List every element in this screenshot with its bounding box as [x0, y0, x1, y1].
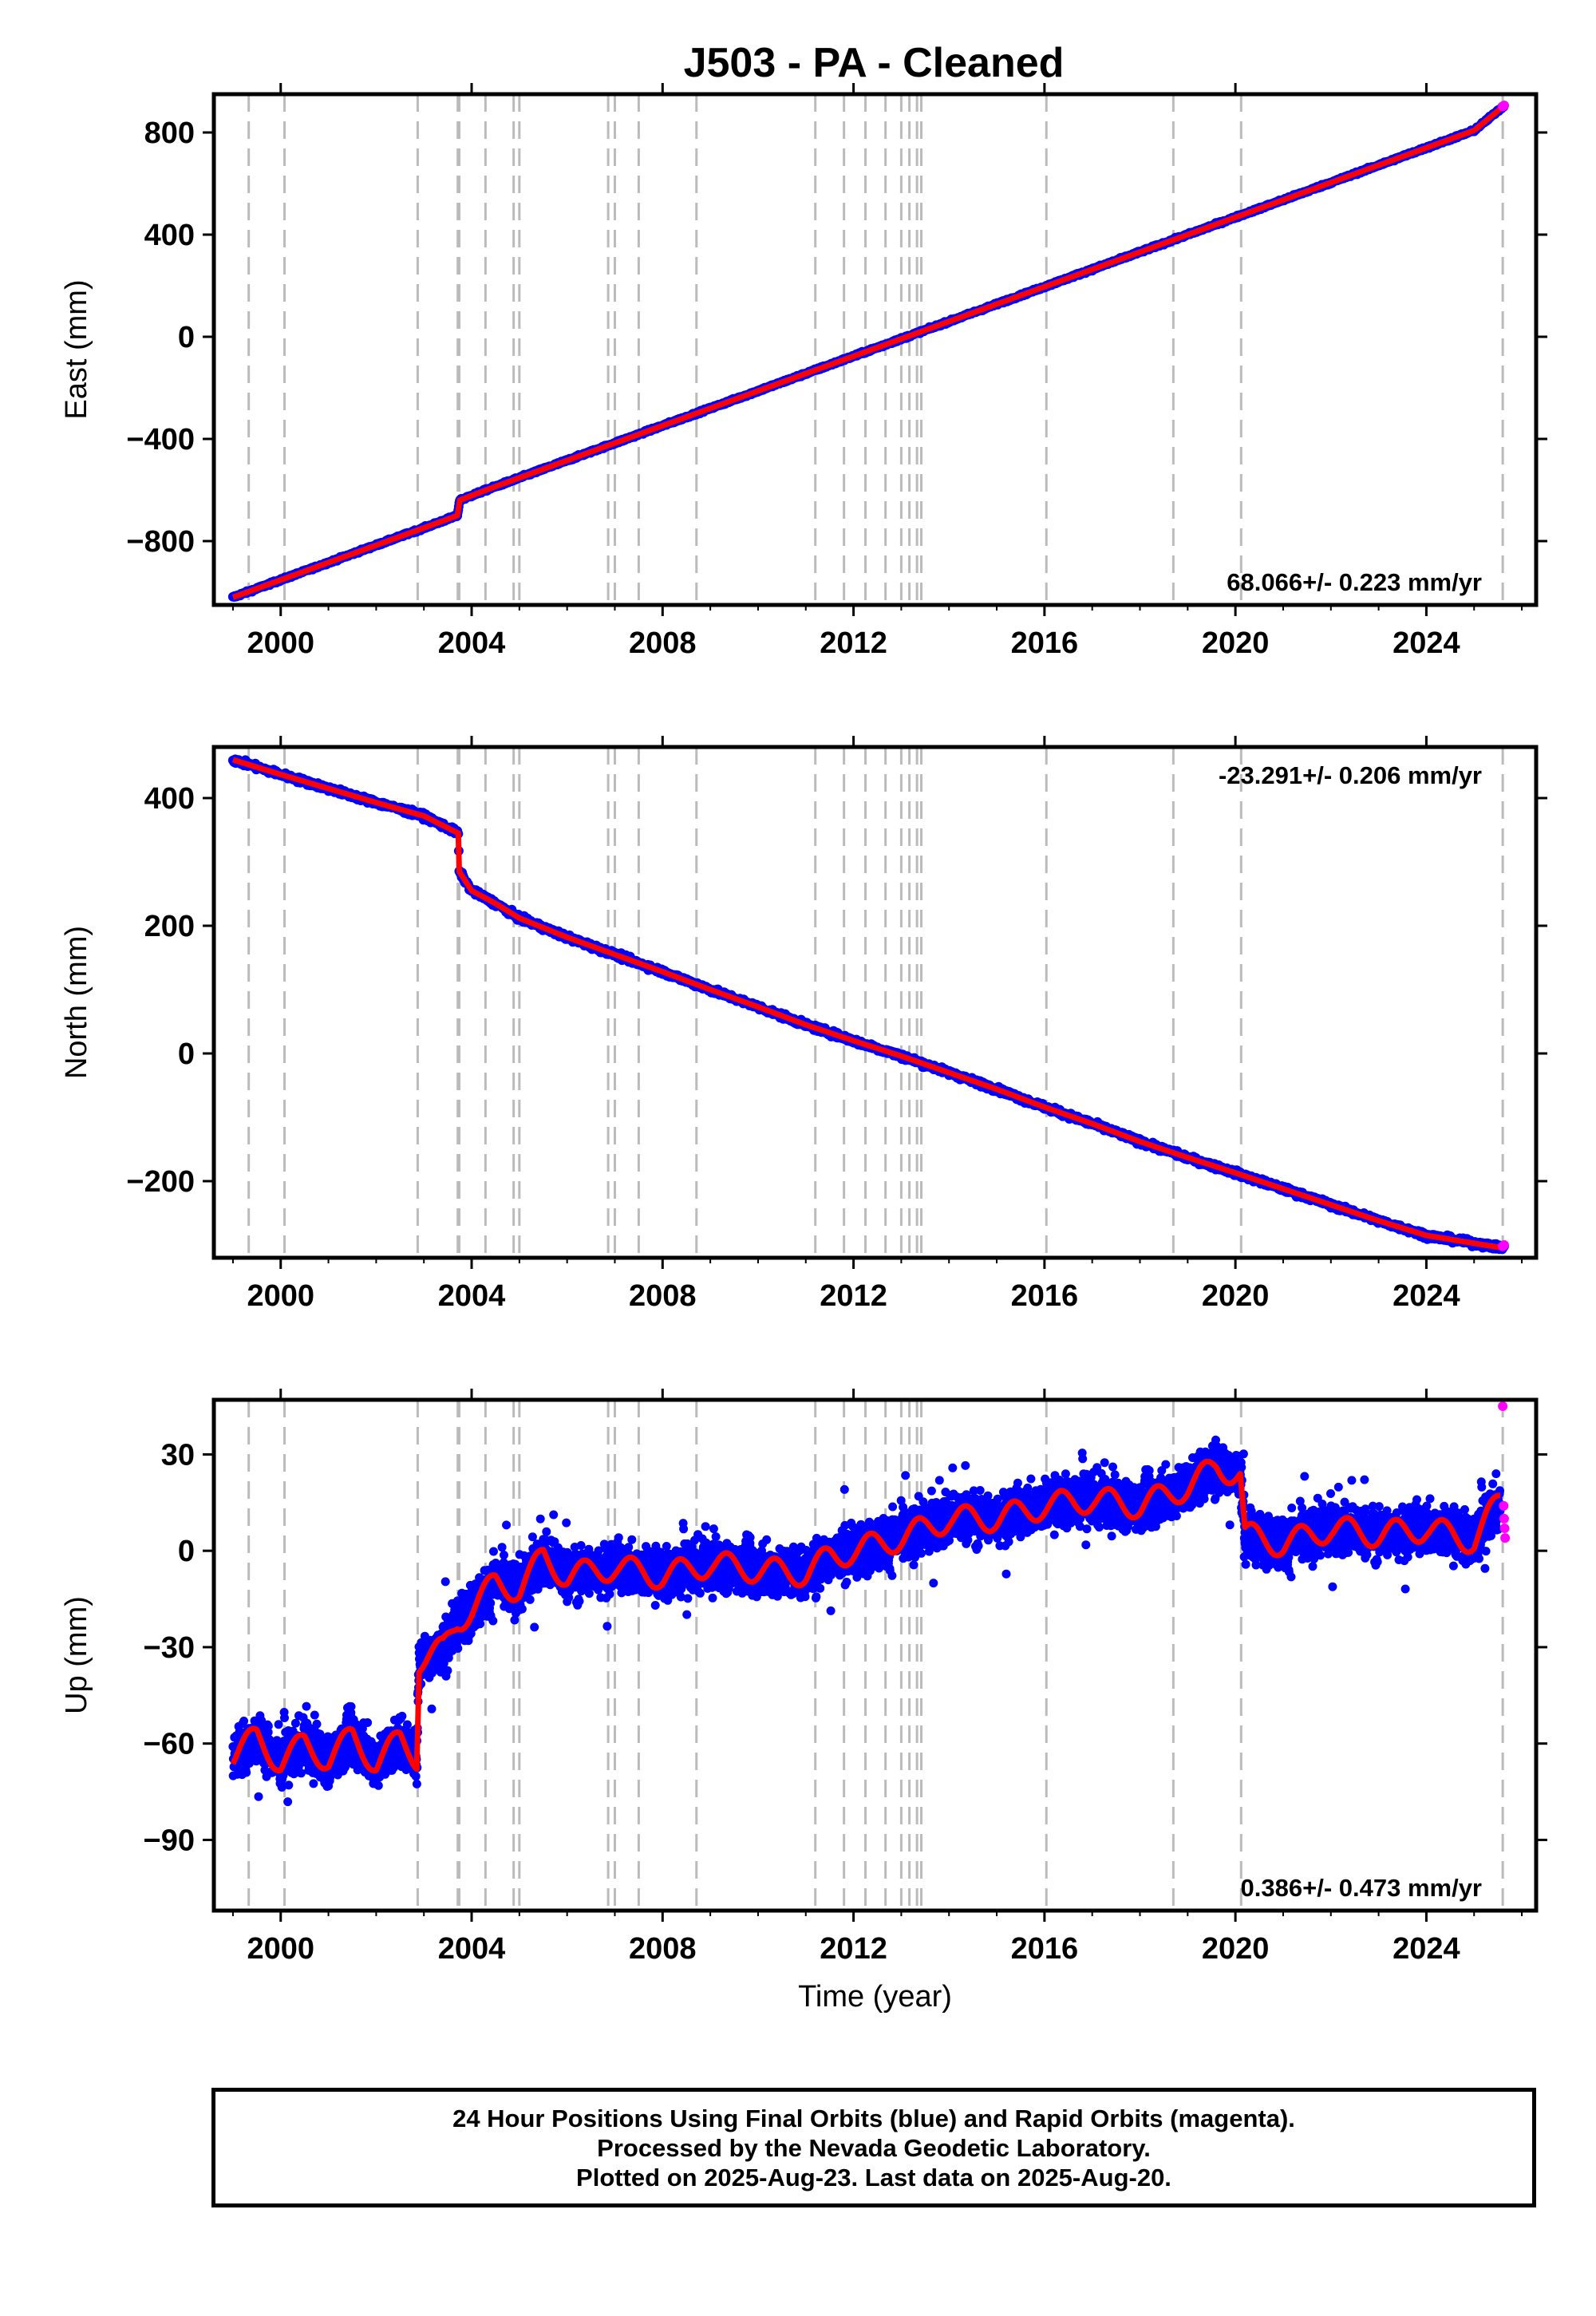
- x-axis-label: Time (year): [798, 1980, 952, 2014]
- x-tick-label: 2016: [1011, 1932, 1079, 1966]
- panel-east: 2000 2004 2008 2012 2016 2020 2024 800 400 0 −400 −…: [60, 83, 1547, 660]
- plot-area: [228, 1400, 1511, 1911]
- x-tick-label: 2024: [1393, 1932, 1460, 1966]
- y-tick-label: −800: [126, 525, 195, 559]
- x-tick-label: 2008: [629, 1932, 697, 1966]
- figure-title: J503 - PA - Cleaned: [684, 40, 1065, 86]
- x-tick-label: 2024: [1393, 1279, 1460, 1313]
- rapid-orbit-point: [1499, 1513, 1509, 1524]
- panel-frame: [211, 1397, 1539, 1913]
- y-axis-label: North (mm): [60, 926, 93, 1079]
- y-tick-label: −30: [144, 1631, 195, 1665]
- rapid-orbit-point: [1500, 1533, 1511, 1543]
- x-tick-label: 2000: [247, 1279, 314, 1313]
- y-tick-label: −200: [126, 1165, 195, 1199]
- x-tick-label: 2016: [1011, 1279, 1079, 1313]
- footer-legend-box: 24 Hour Positions Using Final Orbits (bl…: [211, 2088, 1536, 2207]
- rate-label: 0.386+/- 0.473 mm/yr: [1241, 1874, 1482, 1902]
- rapid-orbit-point: [1498, 1401, 1508, 1412]
- y-axis-label: East (mm): [60, 279, 93, 419]
- panel-north: 2000 2004 2008 2012 2016 2020 20244002000−200N…: [60, 736, 1547, 1313]
- x-tick-label: 2016: [1011, 626, 1079, 660]
- model-line: [231, 103, 1507, 600]
- rate-label: -23.291+/- 0.206 mm/yr: [1219, 761, 1482, 789]
- x-tick-label: 2020: [1202, 1932, 1270, 1966]
- y-tick-label: −60: [144, 1728, 195, 1761]
- x-tick-label: 2004: [438, 1932, 506, 1966]
- final-orbit-points: [228, 1435, 1505, 1807]
- panel-frame: [211, 745, 1539, 1260]
- x-tick-label: 2008: [629, 626, 697, 660]
- final-orbit-points: [227, 754, 1509, 1255]
- x-tick-label: 2020: [1202, 1279, 1270, 1313]
- panels-group: 2000 2004 2008 2012 2016 2020 20248004000−400−…: [60, 83, 1547, 2014]
- final-orbit-point-cloud: [227, 754, 1509, 1255]
- y-tick-label: 400: [144, 782, 195, 816]
- y-tick-label: 400: [144, 219, 195, 252]
- x-tick-label: 2000: [247, 626, 314, 660]
- rapid-orbit-point: [1499, 1500, 1509, 1511]
- rapid-orbit-point: [1499, 1240, 1509, 1250]
- plot-area: [227, 747, 1509, 1258]
- y-tick-label: 0: [178, 321, 195, 354]
- y-tick-label: 30: [161, 1438, 195, 1472]
- x-tick-label: 2008: [629, 1279, 697, 1313]
- x-tick-label: 2012: [820, 1932, 887, 1966]
- footer-line-2: Processed by the Nevada Geodetic Laborat…: [597, 2133, 1151, 2162]
- y-tick-label: −90: [144, 1824, 195, 1857]
- rapid-orbit-point: [1499, 101, 1509, 111]
- footer-line-3: Plotted on 2025-Aug-23. Last data on 202…: [576, 2163, 1171, 2192]
- y-axis-label: Up (mm): [60, 1596, 93, 1714]
- model-line: [231, 757, 1507, 1251]
- final-orbit-point-cloud: [228, 1435, 1505, 1807]
- y-tick-label: −400: [126, 423, 195, 456]
- y-tick-label: 0: [178, 1535, 195, 1568]
- rapid-orbit-point: [1499, 1524, 1510, 1534]
- y-tick-label: 200: [144, 910, 195, 943]
- y-tick-label: 800: [144, 117, 195, 150]
- x-tick-label: 2000: [247, 1932, 314, 1966]
- x-tick-label: 2004: [438, 1279, 506, 1313]
- x-tick-label: 2004: [438, 626, 506, 660]
- x-tick-label: 2012: [820, 1279, 887, 1313]
- rate-label: 68.066+/- 0.223 mm/yr: [1227, 568, 1482, 596]
- plot-area: [227, 94, 1509, 605]
- x-tick-label: 2012: [820, 626, 887, 660]
- model-line: [230, 1458, 1503, 1774]
- x-tick-label: 2020: [1202, 626, 1270, 660]
- panel-frame: [211, 92, 1539, 607]
- y-tick-label: 0: [178, 1037, 195, 1071]
- panel-up: 2000 2004 2008 2012 2016 2020 2024 30 0 −30 −60 −90…: [60, 1389, 1547, 2014]
- footer-line-1: 24 Hour Positions Using Final Orbits (bl…: [452, 2104, 1295, 2132]
- x-tick-label: 2024: [1393, 626, 1460, 660]
